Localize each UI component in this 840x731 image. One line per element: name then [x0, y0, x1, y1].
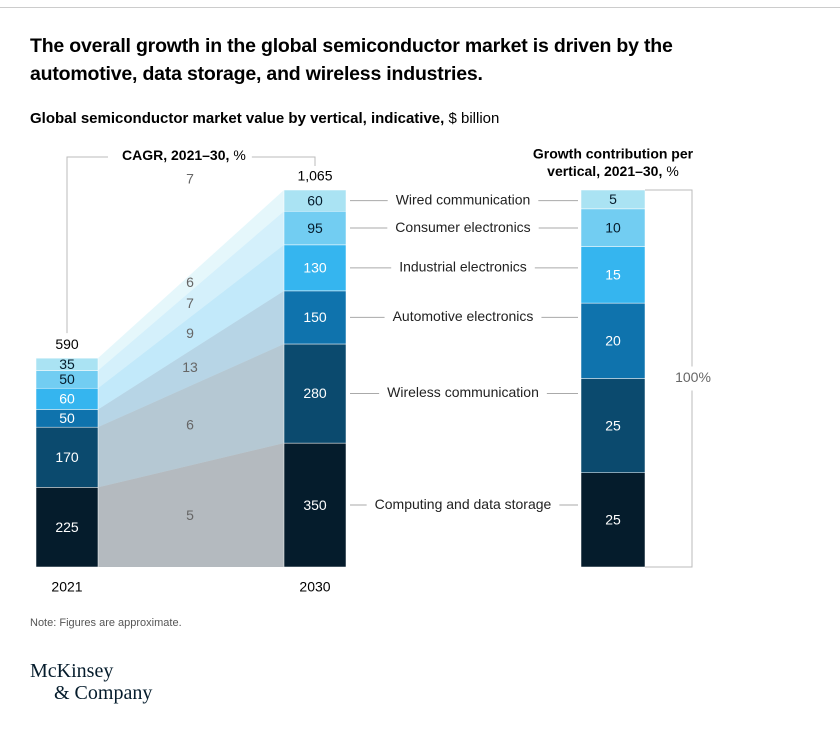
bar-segment: [580, 472, 646, 568]
segment-label: 60: [59, 391, 75, 407]
series-name: Wired communication: [396, 191, 531, 207]
flow-band: [98, 290, 284, 428]
bar-segment: [283, 244, 347, 292]
total-label: 1,065: [297, 168, 332, 184]
bar-segment: [580, 302, 646, 379]
total-label: 100%: [675, 369, 711, 385]
subtitle-text: Global semiconductor market value by ver…: [30, 110, 445, 127]
segment-label: 20: [605, 333, 621, 349]
bar-segment: [283, 210, 347, 246]
top-rule: [0, 7, 840, 8]
logo: McKinsey & Company: [30, 660, 152, 704]
bracket: [645, 189, 693, 367]
series-name: Consumer electronics: [395, 219, 530, 235]
segment-label: 50: [59, 410, 75, 426]
series-name: Automotive electronics: [393, 308, 534, 324]
note: Note: Figures are approximate.: [30, 617, 182, 629]
chart-title-text: vertical, 2021–30,: [547, 163, 662, 179]
bracket: [251, 156, 316, 166]
logo-line: McKinsey: [30, 660, 114, 682]
segment-label: 95: [307, 220, 323, 236]
chart-title: vertical, 2021–30,%: [547, 163, 679, 179]
segment-label: 225: [55, 519, 79, 535]
title: The overall growth in the global semicon…: [30, 32, 673, 88]
series-name: Industrial electronics: [399, 259, 527, 275]
segment-label: 280: [303, 385, 327, 401]
bar-segment: [283, 442, 347, 568]
flow-band: [98, 343, 284, 488]
segment-label: 350: [303, 497, 327, 513]
segment-label: 5: [609, 191, 617, 207]
segment-label: 25: [605, 512, 621, 528]
bar-segment: [580, 189, 646, 210]
series-name: Computing and data storage: [375, 496, 552, 512]
cagr-title-text: CAGR, 2021–30,: [122, 147, 229, 163]
subtitle: Global semiconductor market value by ver…: [30, 110, 499, 127]
bar-segment: [35, 357, 99, 371]
flow-band: [98, 443, 284, 567]
flow-band: [98, 244, 284, 410]
cagr-label: 7: [186, 171, 194, 187]
bracket: [645, 390, 693, 568]
segment-label: 60: [307, 192, 323, 208]
bar-segment: [283, 189, 347, 212]
cagr-title-unit: %: [233, 147, 245, 163]
cagr-label: 6: [186, 274, 194, 290]
flow-band: [98, 190, 284, 371]
cagr-label: 7: [186, 295, 194, 311]
bar-segment: [580, 208, 646, 247]
cagr-title: CAGR, 2021–30,%: [122, 147, 246, 163]
cagr-label: 6: [186, 416, 194, 432]
segment-label: 130: [303, 260, 327, 276]
bar-segment: [283, 290, 347, 345]
subtitle-unit: $ billion: [448, 110, 500, 127]
x-tick-label: 2030: [299, 579, 330, 595]
bar-segment: [283, 343, 347, 444]
bracket: [66, 156, 108, 334]
segment-label: 10: [605, 219, 621, 235]
chart-title-unit: %: [666, 163, 678, 179]
x-tick-label: 2021: [51, 579, 82, 595]
title-line: The overall growth in the global semicon…: [30, 35, 673, 57]
cagr-label: 13: [182, 359, 198, 375]
flow-band: [98, 211, 284, 389]
cagr-label: 5: [186, 507, 194, 523]
segment-label: 25: [605, 417, 621, 433]
logo-line: & Company: [54, 682, 153, 704]
segment-label: 50: [59, 371, 75, 387]
bar-segment: [580, 378, 646, 473]
total-label: 590: [55, 336, 79, 352]
segment-label: 35: [59, 356, 75, 372]
series-name: Wireless communication: [387, 384, 539, 400]
segment-label: 150: [303, 309, 327, 325]
segment-label: 170: [55, 449, 79, 465]
cagr-label: 9: [186, 325, 194, 341]
chart-title: Growth contribution per: [533, 146, 694, 162]
segment-label: 15: [605, 267, 621, 283]
title-line: automotive, data storage, and wireless i…: [30, 63, 483, 85]
